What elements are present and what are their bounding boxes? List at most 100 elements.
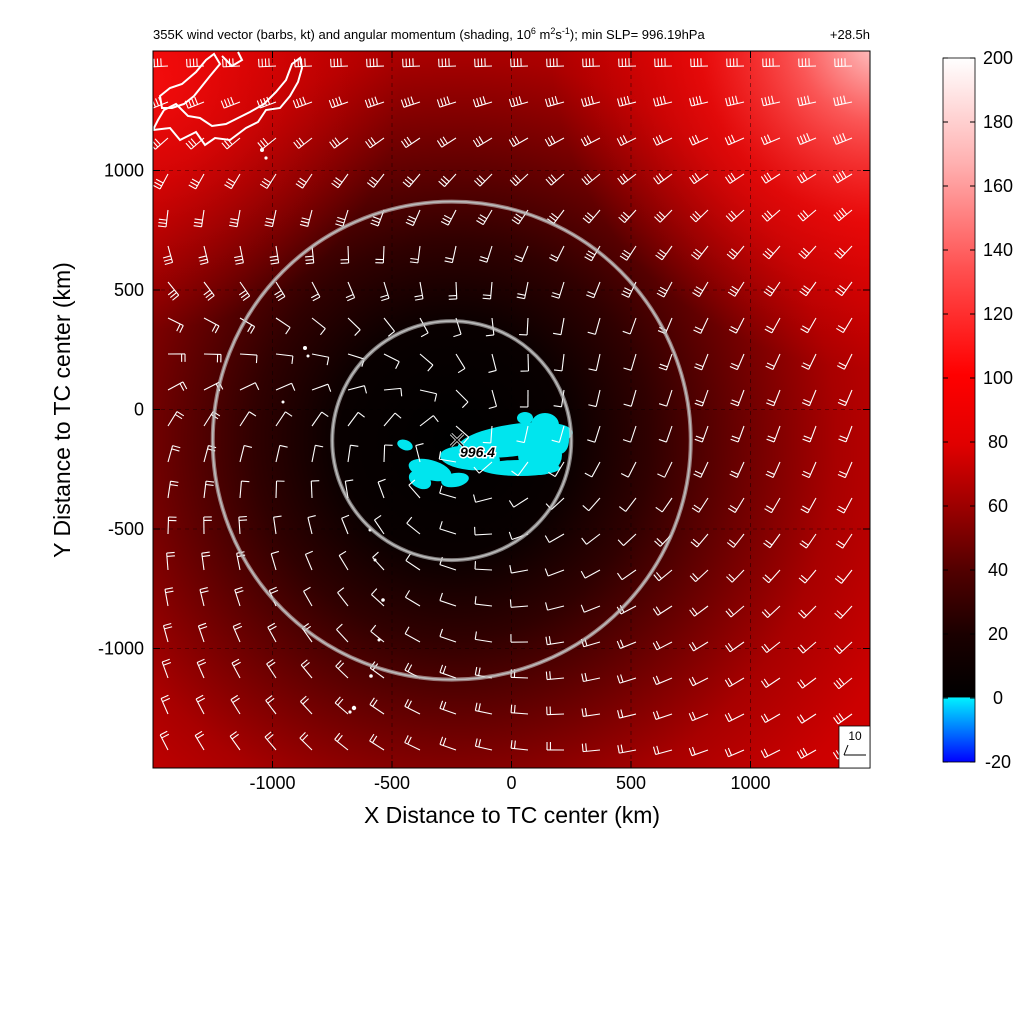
wind-barb — [167, 411, 185, 427]
wind-barb — [725, 605, 745, 618]
coastline-japan — [153, 56, 304, 147]
wind-barb — [546, 741, 565, 751]
wind-barb — [194, 730, 205, 751]
wind-barb — [617, 95, 637, 107]
wind-barb — [581, 743, 601, 753]
wind-barb — [588, 389, 601, 408]
wind-barb — [438, 58, 457, 68]
wind-barb — [690, 245, 709, 260]
wind-barb — [580, 604, 601, 613]
wind-barb — [654, 209, 673, 223]
wind-barb — [203, 281, 215, 301]
wind-barb — [657, 461, 673, 478]
wind-barb — [727, 281, 745, 297]
negative-patch-blob-6 — [464, 437, 516, 459]
wind-barb — [689, 605, 709, 617]
wind-barb — [544, 568, 565, 577]
wind-barb — [292, 96, 313, 109]
y-tick-label-3: 500 — [114, 280, 144, 300]
wind-barb — [835, 281, 853, 297]
wind-barb — [402, 58, 421, 68]
wind-barb — [764, 497, 781, 514]
wind-barb — [203, 317, 220, 334]
wind-barb — [266, 658, 277, 679]
radius-circles — [210, 199, 693, 682]
coastline — [153, 51, 304, 147]
x-axis: -1000 -500 0 500 1000 — [249, 51, 771, 793]
wind-barb — [801, 353, 817, 370]
wind-barb — [728, 317, 745, 334]
wind-barb — [474, 58, 493, 68]
wind-barb — [234, 245, 244, 265]
min-slp-label: 996.4 — [460, 444, 495, 460]
wind-barb — [310, 480, 320, 499]
wind-barb — [472, 96, 493, 108]
wind-barb — [330, 58, 349, 68]
wind-barb — [549, 245, 565, 262]
wind-barb — [419, 389, 438, 402]
wind-barb — [834, 569, 853, 584]
wind-barb — [832, 132, 853, 145]
wind-barb — [347, 317, 361, 336]
wind-barb — [588, 353, 601, 372]
wind-barb — [587, 317, 601, 335]
wind-barb — [377, 478, 386, 499]
wind-barb — [439, 485, 457, 499]
wind-barb — [832, 170, 853, 184]
wind-barb — [264, 731, 277, 751]
wind-barb — [729, 461, 745, 478]
wind-barb — [265, 695, 277, 715]
wind-barb — [294, 58, 313, 68]
wind-barb — [580, 95, 601, 107]
wind-barb — [617, 744, 637, 754]
colorbar-tick-label-5: 80 — [988, 432, 1008, 452]
wind-barb — [476, 209, 493, 226]
wind-barb — [347, 385, 368, 394]
wind-barb — [834, 245, 853, 259]
wind-barb — [693, 461, 709, 478]
wind-barb — [199, 587, 209, 607]
wind-barb — [274, 281, 286, 302]
y-tick-label-1: -500 — [108, 519, 144, 539]
wind-barb — [692, 281, 709, 298]
wind-barb — [690, 58, 709, 68]
wind-barb — [545, 602, 565, 611]
wind-barb — [838, 425, 853, 443]
wind-barb — [439, 664, 457, 679]
wind-barb — [797, 641, 817, 654]
wind-barb — [167, 480, 179, 499]
wind-barb — [439, 700, 457, 715]
wind-barb — [545, 173, 565, 186]
wind-barb — [383, 353, 400, 370]
wind-barb — [311, 383, 332, 392]
y-axis-title: Y Distance to TC center (km) — [49, 262, 75, 558]
wind-barb — [440, 209, 457, 226]
wind-barb — [259, 173, 277, 189]
wind-barb — [275, 480, 285, 499]
radius-circle-0 — [331, 320, 573, 561]
wind-barb — [406, 516, 421, 535]
wind-barb — [328, 96, 349, 109]
high-momentum-region-top-left — [153, 51, 870, 768]
wind-barb — [545, 671, 565, 681]
wind-barb — [474, 561, 493, 571]
wind-barb — [618, 209, 637, 224]
wind-barb — [800, 497, 817, 514]
wind-barb — [584, 245, 601, 262]
wind-barb — [658, 353, 673, 371]
wind-barb — [618, 58, 637, 68]
negative-patch-blob-9 — [517, 412, 533, 424]
colorbar-tick-label-9: 160 — [983, 176, 1013, 196]
wind-barb — [300, 695, 313, 715]
wind-barb — [408, 479, 421, 499]
wind-barb — [652, 710, 673, 720]
wind-barb — [836, 497, 853, 514]
wind-barb — [220, 96, 241, 109]
wind-barb — [764, 317, 781, 334]
wind-barb — [689, 209, 709, 223]
wind-barb — [582, 497, 601, 512]
wind-barb — [834, 605, 853, 619]
wind-barb — [436, 136, 457, 148]
wind-barb — [796, 747, 817, 759]
